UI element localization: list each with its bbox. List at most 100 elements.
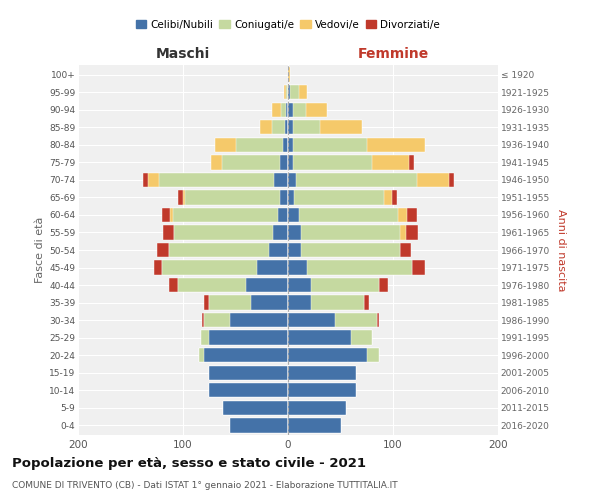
Bar [283, 138, 288, 152]
Bar [251, 296, 288, 310]
Bar [204, 313, 288, 328]
Bar [230, 313, 288, 328]
Bar [178, 278, 288, 292]
Bar [288, 296, 311, 310]
Bar [288, 260, 412, 274]
Bar [209, 330, 288, 345]
Bar [288, 102, 327, 117]
Bar [230, 418, 288, 432]
Bar [157, 243, 288, 257]
Bar [169, 243, 288, 257]
Y-axis label: Anni di nascita: Anni di nascita [556, 209, 566, 291]
Bar [274, 226, 288, 239]
Bar [162, 208, 288, 222]
Bar [288, 418, 341, 432]
Bar [288, 102, 306, 117]
Bar [288, 383, 356, 398]
Bar [202, 313, 288, 328]
Bar [288, 190, 383, 204]
Bar [281, 102, 288, 117]
Bar [288, 313, 379, 328]
Bar [288, 330, 372, 345]
Bar [288, 172, 454, 187]
Bar [288, 226, 301, 239]
Bar [288, 278, 379, 292]
Bar [211, 155, 288, 170]
Bar [288, 172, 296, 187]
Bar [288, 226, 406, 239]
Bar [288, 172, 449, 187]
Bar [199, 348, 288, 362]
Bar [257, 260, 288, 274]
Bar [288, 208, 299, 222]
Bar [288, 400, 346, 415]
Bar [209, 366, 288, 380]
Bar [288, 68, 290, 82]
Bar [288, 348, 379, 362]
Bar [288, 366, 356, 380]
Bar [173, 226, 288, 239]
Bar [163, 226, 288, 239]
Bar [260, 120, 288, 134]
Bar [288, 120, 361, 134]
Bar [288, 155, 372, 170]
Bar [185, 190, 288, 204]
Bar [288, 190, 397, 204]
Bar [288, 366, 356, 380]
Bar [284, 85, 288, 100]
Y-axis label: Fasce di età: Fasce di età [35, 217, 45, 283]
Bar [204, 296, 288, 310]
Bar [288, 278, 311, 292]
Bar [288, 296, 369, 310]
Bar [288, 313, 377, 328]
Bar [209, 366, 288, 380]
Bar [288, 383, 356, 398]
Bar [288, 226, 418, 239]
Bar [288, 85, 307, 100]
Bar [288, 120, 293, 134]
Bar [173, 226, 288, 239]
Bar [288, 85, 307, 100]
Bar [274, 172, 288, 187]
Bar [288, 296, 364, 310]
Bar [223, 400, 288, 415]
Bar [288, 383, 356, 398]
Bar [222, 155, 288, 170]
Bar [169, 243, 288, 257]
Bar [230, 418, 288, 432]
Bar [288, 190, 295, 204]
Bar [288, 348, 379, 362]
Bar [209, 296, 288, 310]
Bar [288, 120, 361, 134]
Bar [230, 418, 288, 432]
Bar [209, 383, 288, 398]
Text: Femmine: Femmine [358, 48, 428, 62]
Bar [288, 208, 417, 222]
Bar [288, 190, 392, 204]
Bar [284, 85, 288, 100]
Bar [288, 313, 377, 328]
Bar [288, 418, 341, 432]
Bar [286, 85, 288, 100]
Bar [288, 243, 411, 257]
Bar [288, 138, 425, 152]
Bar [269, 243, 288, 257]
Bar [288, 155, 293, 170]
Bar [288, 313, 335, 328]
Bar [223, 400, 288, 415]
Bar [246, 278, 288, 292]
Bar [288, 120, 320, 134]
Bar [204, 348, 288, 362]
Bar [288, 102, 293, 117]
Bar [230, 418, 288, 432]
Bar [288, 208, 407, 222]
Bar [162, 260, 288, 274]
Bar [288, 366, 356, 380]
Bar [288, 243, 301, 257]
Text: COMUNE DI TRIVENTO (CB) - Dati ISTAT 1° gennaio 2021 - Elaborazione TUTTITALIA.I: COMUNE DI TRIVENTO (CB) - Dati ISTAT 1° … [12, 481, 398, 490]
Bar [288, 400, 346, 415]
Bar [280, 155, 288, 170]
Bar [204, 313, 288, 328]
Bar [288, 260, 307, 274]
Bar [260, 120, 288, 134]
